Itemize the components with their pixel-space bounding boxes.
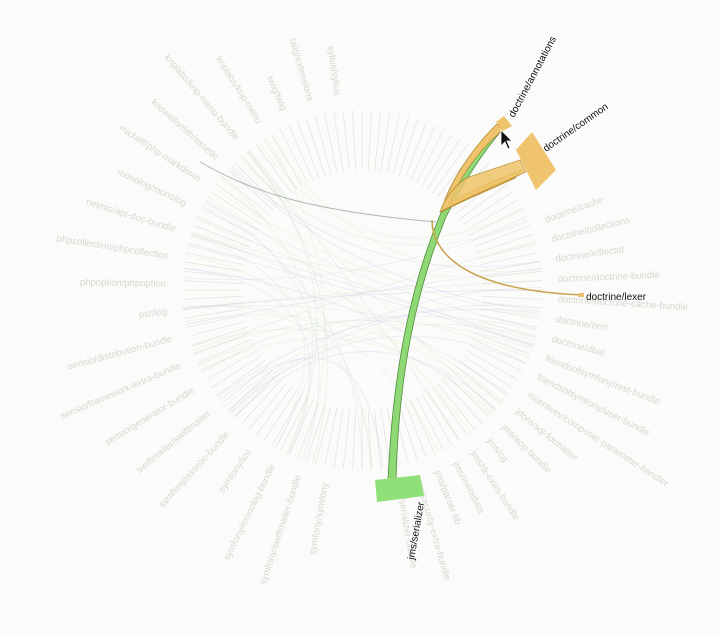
faded-node-label[interactable]: doctrine/cache	[543, 194, 605, 225]
label-doctrine-lexer[interactable]: doctrine/lexer	[586, 292, 647, 303]
faded-node-label[interactable]: sylius/sylius	[325, 45, 343, 96]
spoke-line	[206, 350, 258, 380]
faded-node-label[interactable]: sensio/distribution-bundle	[67, 334, 174, 373]
spoke-line	[249, 383, 287, 430]
faded-node-label[interactable]: doctrine/inflector	[555, 244, 626, 265]
spoke-line	[216, 361, 265, 396]
spoke-line	[343, 409, 349, 469]
faded-node-label[interactable]: friendsofsymfony/rest-bundle	[544, 353, 662, 407]
spoke-line	[422, 394, 452, 446]
spoke-line	[422, 134, 452, 186]
faded-node-label[interactable]: nelmio/api-doc-bundle	[85, 197, 178, 235]
spoke-line	[482, 296, 542, 299]
faded-node-label[interactable]: phpcollection/phpcollection	[56, 233, 170, 262]
node-arc-serializer	[375, 475, 424, 502]
spoke-line	[466, 350, 518, 380]
mouse-cursor-icon	[501, 130, 512, 149]
faded-node-label[interactable]: monolog/monolog	[115, 167, 188, 209]
spoke-line	[476, 327, 533, 346]
faded-node-label[interactable]: symfony/icu	[217, 447, 254, 495]
spoke-line	[375, 111, 381, 171]
faded-ribbon	[231, 324, 535, 413]
faded-node-label[interactable]: twig/extensions	[287, 37, 316, 103]
faded-node-label[interactable]: psr/log	[138, 306, 168, 320]
faded-node-label[interactable]: jms/cg	[483, 436, 510, 465]
spoke-line	[182, 296, 242, 299]
spoke-line	[368, 110, 371, 170]
label-doctrine-common[interactable]: doctrine/common	[541, 101, 610, 154]
spoke-line	[228, 370, 273, 410]
spoke-line	[343, 111, 349, 171]
faded-node-label[interactable]: symfony/symfony	[307, 481, 331, 555]
spoke-line	[463, 355, 513, 388]
faded-ribbon	[191, 329, 491, 415]
spoke-line	[315, 116, 331, 174]
spoke-line	[264, 139, 297, 189]
faded-node-label[interactable]: twig/twig	[264, 75, 289, 113]
faded-node-label[interactable]: doctrine/orm	[555, 314, 609, 333]
spoke-line	[272, 394, 302, 446]
label-doctrine-annotations[interactable]: doctrine/annotations	[507, 35, 559, 120]
spoke-line	[375, 409, 381, 469]
spoke-line	[399, 119, 418, 176]
node-arc-lexer	[578, 293, 584, 297]
spoke-line	[182, 281, 242, 284]
spoke-line	[478, 243, 536, 259]
faded-ribbon	[183, 268, 508, 394]
faded-node-label[interactable]: doctrine/doctrine-bundle	[558, 270, 660, 285]
spoke-line	[353, 110, 356, 170]
spoke-line	[191, 327, 248, 346]
spoke-line	[466, 200, 518, 230]
node-spokes	[182, 110, 542, 470]
faded-ribbon	[230, 336, 526, 412]
faded-ribbon	[185, 255, 371, 470]
spoke-line	[393, 116, 409, 174]
spoke-line	[353, 410, 356, 470]
faded-ribbon	[188, 245, 533, 346]
spoke-line	[438, 383, 476, 430]
spoke-line	[306, 119, 325, 176]
spoke-line	[399, 404, 418, 461]
spoke-line	[222, 366, 269, 404]
faded-ribbon	[192, 241, 535, 350]
spoke-line	[433, 387, 468, 436]
faded-node-label[interactable]: doctrine/dbal	[550, 334, 605, 359]
faded-node-label[interactable]: phpoption/phpoption	[80, 277, 166, 290]
